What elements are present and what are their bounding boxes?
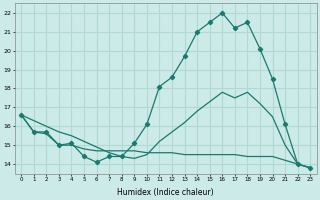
X-axis label: Humidex (Indice chaleur): Humidex (Indice chaleur) xyxy=(117,188,214,197)
